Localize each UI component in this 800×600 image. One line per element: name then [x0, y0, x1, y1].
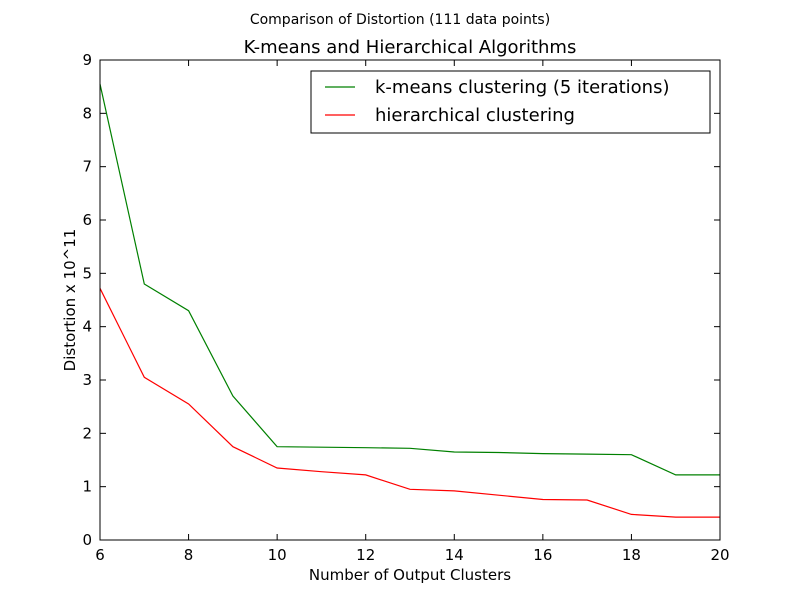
- legend: k-means clustering (5 iterations) hierar…: [310, 70, 711, 134]
- chart-title: K-means and Hierarchical Algorithms: [244, 37, 577, 58]
- x-tick-label: 6: [95, 546, 105, 564]
- y-axis-label: Distortion x 10^11: [61, 229, 79, 372]
- legend-box: [310, 70, 711, 134]
- x-tick-label: 16: [533, 546, 552, 564]
- series-line-hierarchical: [99, 288, 720, 518]
- y-tick-label: 9: [82, 51, 92, 69]
- y-tick-label: 6: [82, 211, 92, 229]
- x-tick-label: 12: [356, 546, 375, 564]
- x-tick-label: 10: [268, 546, 287, 564]
- y-tick-label: 3: [82, 371, 92, 389]
- legend-label-hierarchical: hierarchical clustering: [375, 105, 575, 126]
- x-tick-label: 20: [710, 546, 729, 564]
- legend-label-kmeans: k-means clustering (5 iterations): [375, 77, 669, 98]
- y-tick-label: 7: [82, 158, 92, 176]
- plot-area-frame: [99, 59, 721, 541]
- y-tick-label: 1: [82, 478, 92, 496]
- y-tick-label: 0: [82, 531, 92, 549]
- series-line-kmeans: [99, 83, 720, 476]
- x-axis-label: Number of Output Clusters: [309, 566, 511, 584]
- x-tick-label: 14: [445, 546, 464, 564]
- series-layer: [99, 83, 720, 518]
- x-tick-label: 18: [622, 546, 641, 564]
- y-tick-label: 8: [82, 104, 92, 122]
- x-tick-label: 8: [184, 546, 194, 564]
- y-tick-label: 4: [82, 318, 92, 336]
- y-tick-label: 5: [82, 264, 92, 282]
- y-tick-label: 2: [82, 424, 92, 442]
- figure-suptitle: Comparison of Distortion (111 data point…: [250, 12, 550, 28]
